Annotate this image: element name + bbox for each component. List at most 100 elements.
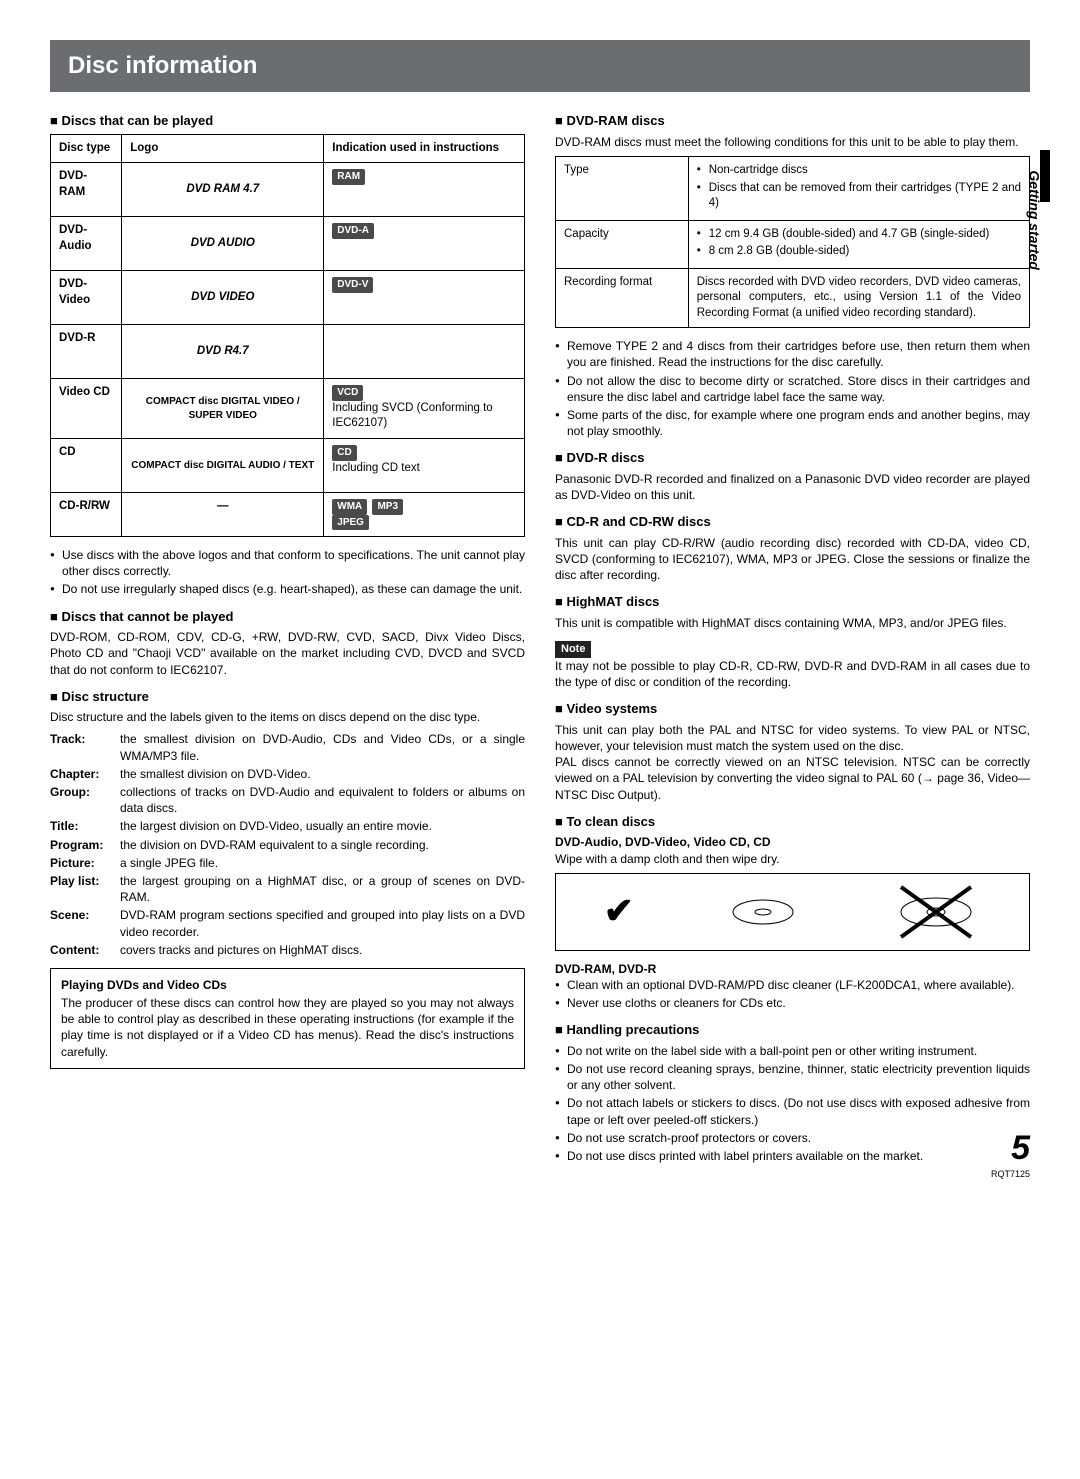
box-body: The producer of these discs can control … (61, 995, 514, 1060)
def-term: Chapter: (50, 766, 120, 782)
cond-bullet: Discs that can be removed from their car… (697, 181, 1021, 212)
disc-logo: DVD AUDIO (122, 217, 324, 271)
handling-list: Do not write on the label side with a ba… (555, 1043, 1030, 1164)
clean-note: Never use cloths or cleaners for CDs etc… (555, 995, 1030, 1011)
disc-ind: DVD-A (324, 217, 525, 271)
cdr-body: This unit can play CD-R/RW (audio record… (555, 535, 1030, 584)
badge-wma: WMA (332, 499, 367, 515)
page-title-banner: Disc information (50, 40, 1030, 92)
hand-item: Do not use discs printed with label prin… (555, 1148, 1030, 1164)
disc-type: Video CD (51, 379, 122, 439)
video-systems-head: Video systems (555, 700, 1030, 718)
highmat-body: This unit is compatible with HighMAT dis… (555, 615, 1030, 631)
cond-key: Capacity (556, 220, 689, 268)
disc-good-icon (728, 887, 798, 937)
disc-type: DVD-Video (51, 271, 122, 325)
def-term: Picture: (50, 855, 120, 871)
badge-ram: RAM (332, 169, 365, 185)
cond-bullet: 8 cm 2.8 GB (double-sided) (697, 244, 1021, 260)
clean-note: Clean with an optional DVD-RAM/PD disc c… (555, 977, 1030, 993)
def-term: Program: (50, 837, 120, 853)
video-body1: This unit can play both the PAL and NTSC… (555, 722, 1030, 754)
dvd-ram-head: DVD-RAM discs (555, 112, 1030, 130)
hand-item: Do not use record cleaning sprays, benzi… (555, 1061, 1030, 1093)
def-term: Group: (50, 784, 120, 816)
def-term: Scene: (50, 907, 120, 939)
structure-intro: Disc structure and the labels given to t… (50, 709, 525, 725)
disc-ind: CDIncluding CD text (324, 439, 525, 493)
hand-item: Do not attach labels or stickers to disc… (555, 1095, 1030, 1127)
disc-logo: COMPACT disc DIGITAL AUDIO / TEXT (122, 439, 324, 493)
cond-key: Recording format (556, 268, 689, 328)
ram-r-head: DVD-RAM, DVD-R (555, 961, 1030, 977)
note-body: It may not be possible to play CD-R, CD-… (555, 658, 1030, 690)
badge-cd: CD (332, 445, 356, 461)
cond-val: 12 cm 9.4 GB (double-sided) and 4.7 GB (… (688, 220, 1029, 268)
hand-item: Do not use scratch-proof protectors or c… (555, 1130, 1030, 1146)
disc-logo: DVD R4.7 (122, 325, 324, 379)
cdr-head: CD-R and CD-RW discs (555, 513, 1030, 531)
ram-notes: Remove TYPE 2 and 4 discs from their car… (555, 338, 1030, 439)
playing-dvds-box: Playing DVDs and Video CDs The producer … (50, 968, 525, 1069)
badge-dvdv: DVD-V (332, 277, 373, 293)
box-title: Playing DVDs and Video CDs (61, 977, 514, 993)
after-table-notes: Use discs with the above logos and that … (50, 547, 525, 598)
clean-body: Wipe with a damp cloth and then wipe dry… (555, 851, 1030, 867)
ram-note: Remove TYPE 2 and 4 discs from their car… (555, 338, 1030, 370)
disc-logo-dash: — (122, 493, 324, 537)
badge-vcd: VCD (332, 385, 363, 401)
cleaning-diagram: ✔ (555, 873, 1030, 951)
ind-text: Including SVCD (Conforming to IEC62107) (332, 402, 492, 430)
th-logo: Logo (122, 134, 324, 163)
cond-bullet: 12 cm 9.4 GB (double-sided) and 4.7 GB (… (697, 227, 1021, 243)
disc-type: DVD-Audio (51, 217, 122, 271)
discs-can-play-head: Discs that can be played (50, 112, 525, 130)
disc-type: CD-R/RW (51, 493, 122, 537)
disc-ind: VCDIncluding SVCD (Conforming to IEC6210… (324, 379, 525, 439)
badge-dvda: DVD-A (332, 223, 374, 239)
disc-type: DVD-R (51, 325, 122, 379)
ram-conditions-table: Type Non-cartridge discs Discs that can … (555, 156, 1030, 328)
check-icon: ✔ (604, 887, 634, 936)
ind-text: Including CD text (332, 462, 420, 474)
def-term: Play list: (50, 873, 120, 905)
def-val: the division on DVD-RAM equivalent to a … (120, 837, 525, 853)
clean-notes: Clean with an optional DVD-RAM/PD disc c… (555, 977, 1030, 1011)
cond-val: Discs recorded with DVD video recorders,… (688, 268, 1029, 328)
clean-head: To clean discs (555, 813, 1030, 831)
def-term: Track: (50, 731, 120, 763)
disc-logo: DVD VIDEO (122, 271, 324, 325)
ram-note: Some parts of the disc, for example wher… (555, 407, 1030, 439)
dvdr-head: DVD-R discs (555, 449, 1030, 467)
disc-bad-icon (891, 882, 981, 942)
disc-logo: DVD RAM 4.7 (122, 163, 324, 217)
page-code: RQT7125 (991, 1168, 1030, 1180)
dvd-ram-intro: DVD-RAM discs must meet the following co… (555, 134, 1030, 150)
cond-val: Non-cartridge discs Discs that can be re… (688, 157, 1029, 221)
right-column: DVD-RAM discs DVD-RAM discs must meet th… (555, 102, 1030, 1166)
def-term: Title: (50, 818, 120, 834)
definitions: Track:the smallest division on DVD-Audio… (50, 731, 525, 957)
def-val: collections of tracks on DVD-Audio and e… (120, 784, 525, 816)
def-val: DVD-RAM program sections specified and g… (120, 907, 525, 939)
note: Do not use irregularly shaped discs (e.g… (50, 581, 525, 597)
highmat-head: HighMAT discs (555, 593, 1030, 611)
note-label: Note (555, 641, 591, 658)
disc-ind (324, 325, 525, 379)
note: Use discs with the above logos and that … (50, 547, 525, 579)
disc-ind: DVD-V (324, 271, 525, 325)
cond-key: Type (556, 157, 689, 221)
cond-bullet: Non-cartridge discs (697, 163, 1021, 179)
disc-logo: COMPACT disc DIGITAL VIDEO / SUPER VIDEO (122, 379, 324, 439)
handling-head: Handling precautions (555, 1021, 1030, 1039)
disc-ind: RAM (324, 163, 525, 217)
def-val: the largest division on DVD-Video, usual… (120, 818, 525, 834)
left-column: Discs that can be played Disc type Logo … (50, 102, 525, 1166)
side-tab: Getting started (1025, 170, 1044, 270)
ram-note: Do not allow the disc to become dirty or… (555, 373, 1030, 405)
disc-type: DVD-RAM (51, 163, 122, 217)
not-played-head: Discs that cannot be played (50, 608, 525, 626)
def-term: Content: (50, 942, 120, 958)
clean-sub: DVD-Audio, DVD-Video, Video CD, CD (555, 834, 1030, 850)
page-number: 5 (1011, 1126, 1030, 1172)
